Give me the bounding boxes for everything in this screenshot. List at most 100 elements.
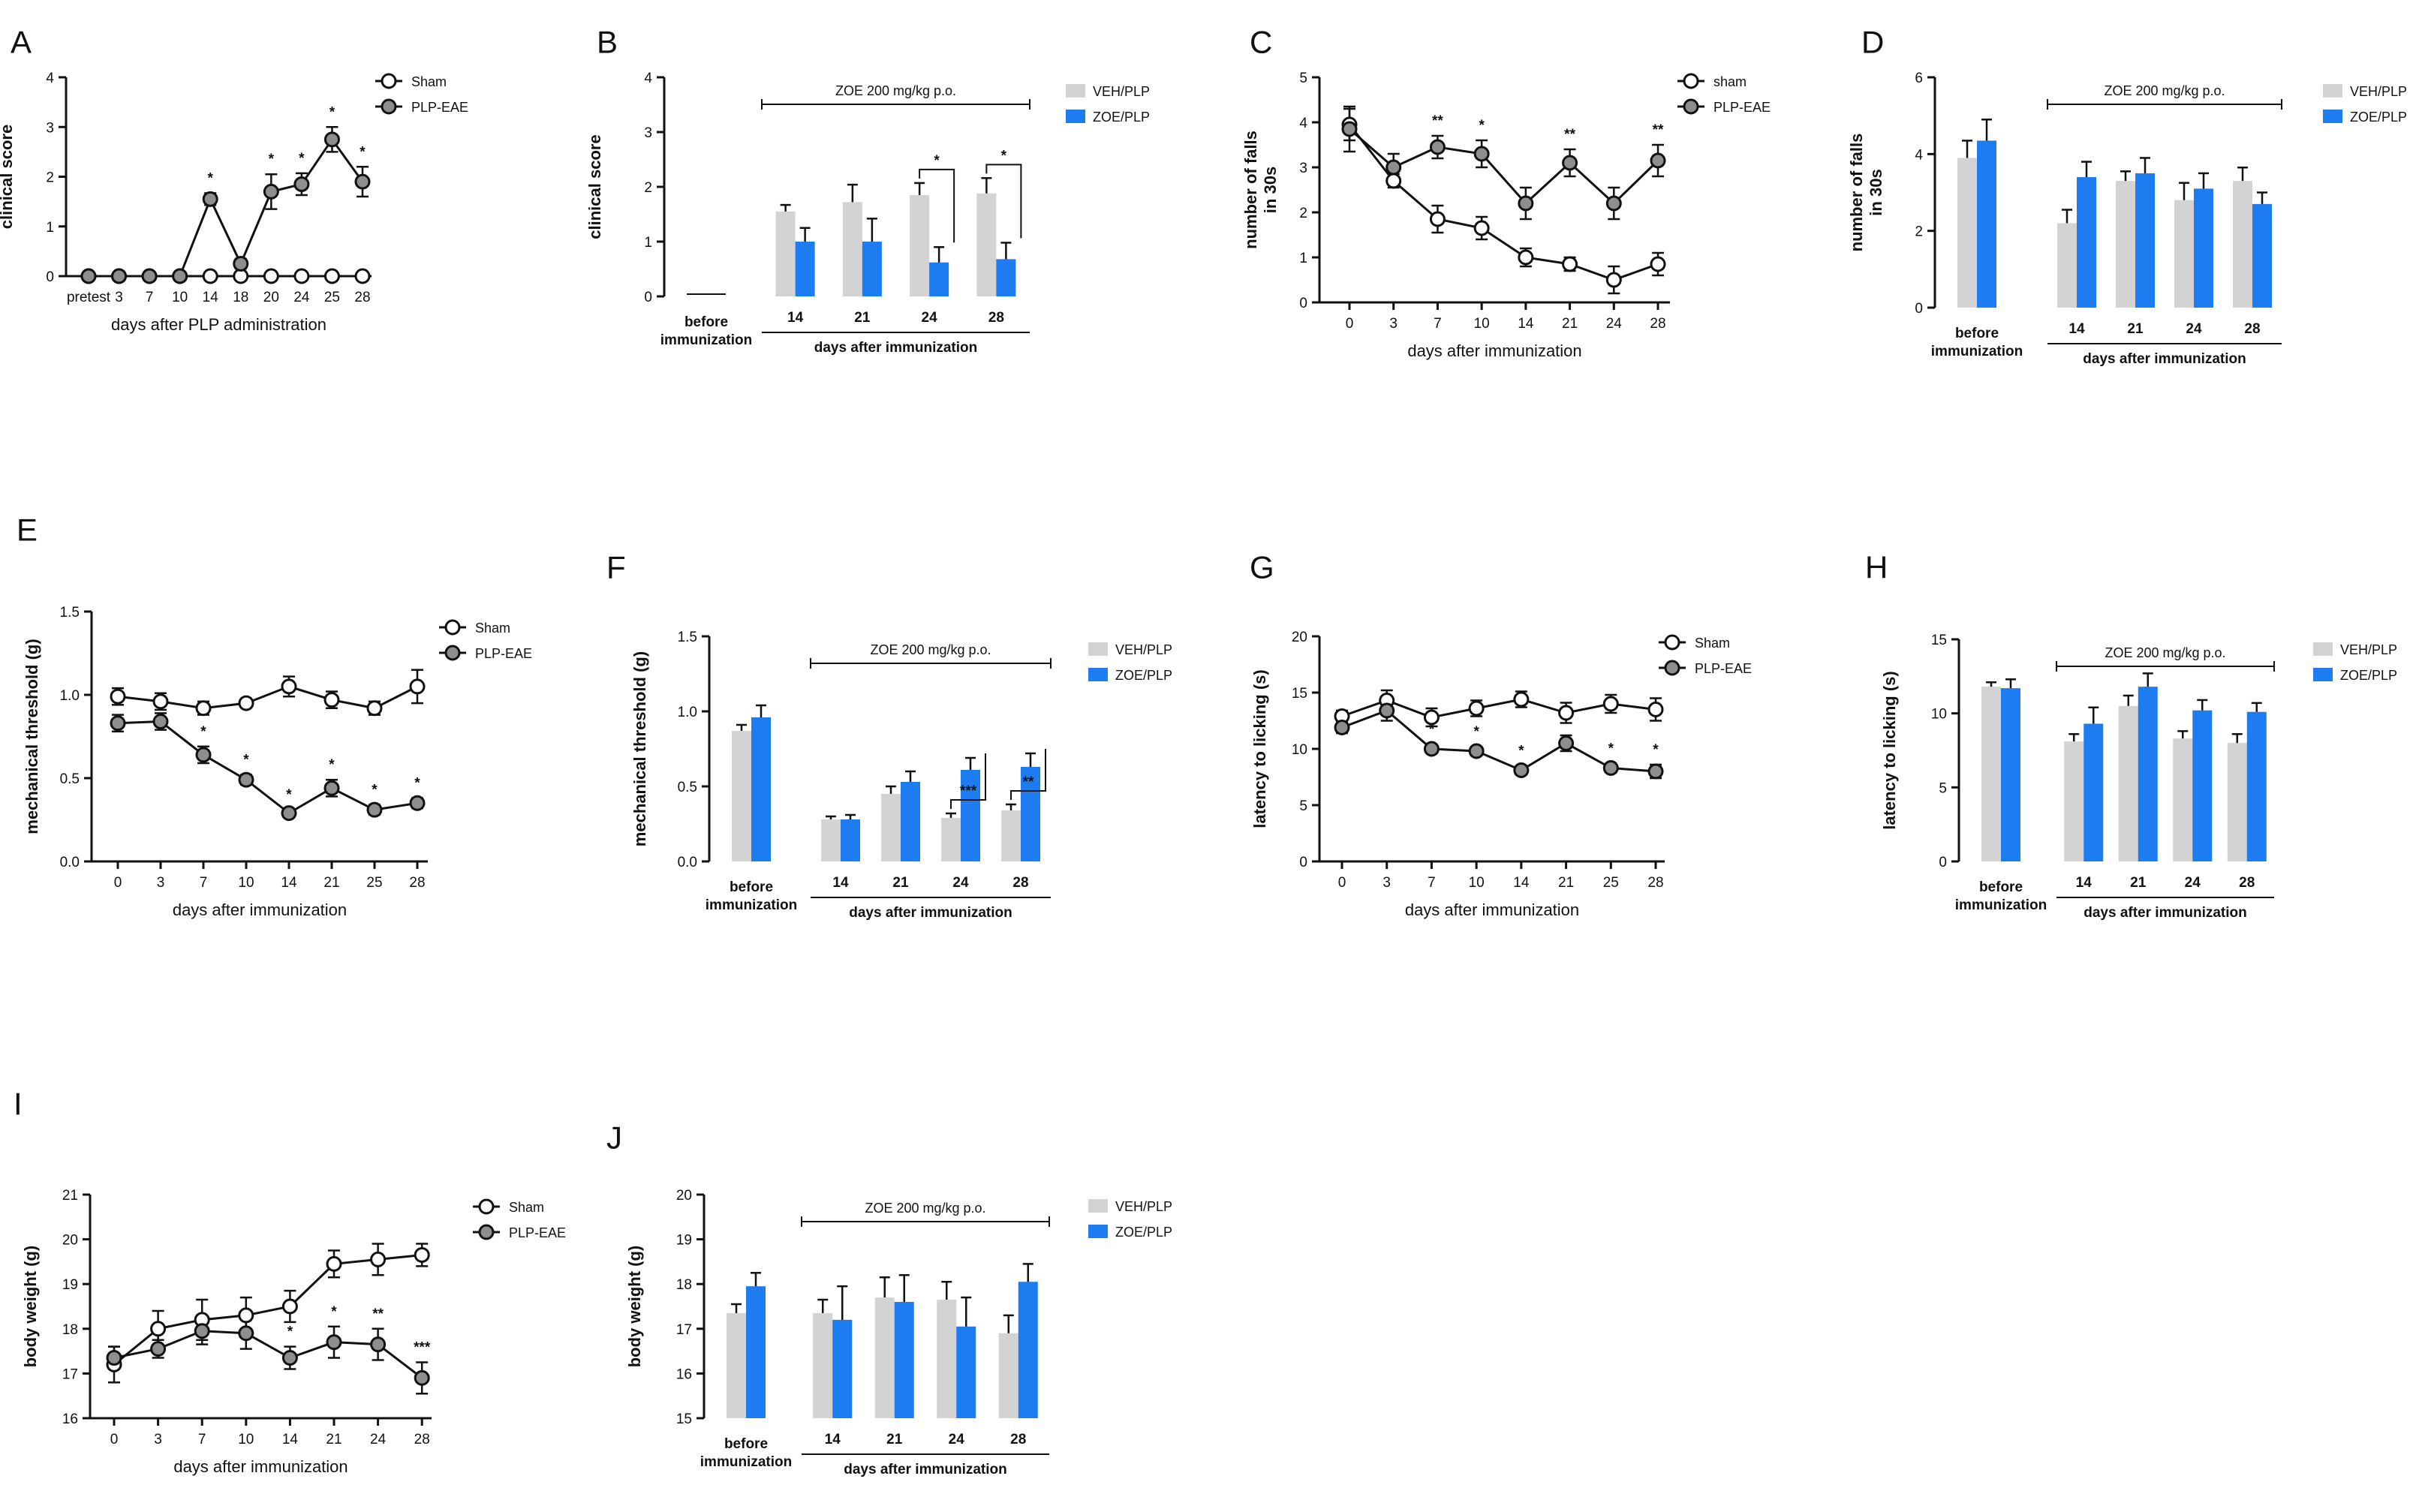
legend-label: Sham [411,74,447,89]
treatment-header: ZOE 200 mg/kg p.o. [2104,83,2225,98]
y-tick-label: 17 [62,1366,78,1382]
x-tick-label: 28 [354,290,370,305]
data-point [1683,98,1699,115]
data-point [366,801,383,818]
data-point [1473,220,1490,236]
x-tick-label: 3 [1382,875,1391,891]
y-tick-label: 1.0 [60,688,80,704]
x-axis-title: days after PLP administration [111,315,326,334]
bar [2135,173,2155,308]
x-tick-label: 28 [1650,316,1665,332]
series-line [1349,128,1659,206]
data-point [281,805,297,822]
y-axis-title: latency to licking (s) [1250,669,1269,828]
data-point [444,645,461,661]
legend-swatch [1088,668,1108,681]
category-label: 24 [952,875,969,891]
data-point [1605,195,1622,212]
y-tick-label: 16 [676,1366,692,1382]
legend-label: ZOE/PLP [1115,668,1172,683]
significance-star: * [269,152,275,167]
y-tick-label: 0 [644,290,652,305]
data-point [366,700,383,717]
bar [956,1326,976,1418]
x-tick-label: 3 [1389,316,1398,332]
data-point [281,1298,298,1315]
y-tick-label: 2 [644,180,652,196]
bar [2252,203,2272,308]
y-tick-label: 4 [1299,116,1307,131]
panel-letter: H [1865,549,1888,585]
before-label: before [684,314,728,330]
x-tick-label: 14 [1513,875,1530,891]
y-tick-label: 21 [62,1188,78,1204]
data-point [281,1350,298,1366]
x-tick-label: 21 [1562,316,1578,332]
bar [775,211,796,296]
y-tick-label: 0.5 [678,780,697,795]
y-axis-title: body weight (g) [625,1246,644,1368]
category-label: 24 [2185,875,2201,891]
x-tick-label: 10 [238,1432,254,1447]
data-point [1429,211,1446,227]
group-label: days after immunization [849,905,1012,921]
legend-swatch [1088,1225,1108,1238]
category-label: 28 [2239,875,2255,891]
y-axis-title: mechanical threshold (g) [23,639,41,834]
x-tick-label: 24 [1606,316,1623,332]
x-tick-label: 10 [172,290,188,305]
significance-star: * [1653,742,1659,758]
y-tick-label: 3 [644,125,652,141]
x-tick-label: 7 [200,875,208,891]
x-tick-label: 28 [414,1432,430,1447]
data-point [1386,173,1402,189]
y-tick-label: 2 [1915,224,1923,240]
data-point [111,268,128,284]
category-label: 28 [2244,321,2260,337]
legend-label: VEH/PLP [2340,642,2397,657]
before-label: immunization [1955,897,2047,913]
bar [901,782,920,861]
data-point [293,176,310,192]
y-tick-label: 3 [1299,161,1307,176]
data-point [323,780,340,796]
category-label: 21 [2130,875,2147,891]
x-tick-label: 10 [1474,316,1490,332]
significance-star: ** [1432,113,1443,129]
significance-bracket [919,168,955,243]
y-axis-title: clinical score [0,125,16,229]
category-label: 28 [1012,875,1028,891]
data-point [1341,121,1358,137]
data-point [1513,691,1530,708]
y-tick-label: 0.0 [60,855,80,870]
y-tick-label: 0 [1939,855,1947,870]
significance-star: * [329,104,335,120]
y-tick-label: 5 [1299,798,1307,814]
data-point [1518,195,1534,212]
data-point [1683,73,1699,89]
data-point [172,268,188,284]
x-tick-label: 0 [1346,316,1354,332]
y-tick-label: 10 [1292,742,1307,758]
data-point [238,1307,254,1324]
bar [881,794,901,861]
legend-label: Sham [475,621,510,636]
significance-bracket [985,164,1022,239]
before-label: before [1979,879,2023,895]
category-label: 21 [886,1432,903,1447]
x-tick-label: 3 [157,875,165,891]
bar [2057,223,2077,308]
significance-star: * [934,153,940,169]
significance-star: *** [414,1340,431,1356]
treatment-header: ZOE 200 mg/kg p.o. [835,83,956,98]
significance-star: * [372,783,378,798]
bar [841,819,860,861]
y-tick-label: 1.5 [678,630,697,645]
x-tick-label: 21 [323,875,339,891]
data-point [326,1255,342,1272]
before-label: before [730,879,773,895]
data-point [409,795,426,811]
panel-C: C 0 1 2 3 4 5 number of falls in 30s 0 3 7 10 14 21 24 2… [1241,24,1771,360]
legend-label: ZOE/PLP [1115,1225,1172,1240]
